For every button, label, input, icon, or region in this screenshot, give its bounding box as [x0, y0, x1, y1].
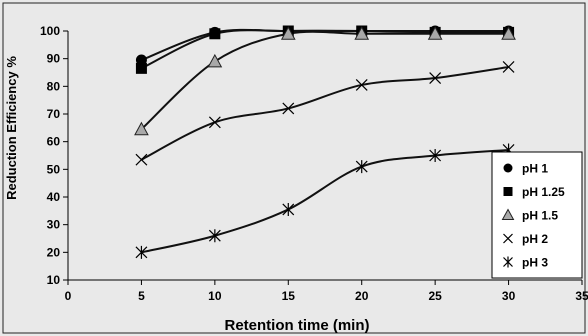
x-tick-label: 35: [575, 289, 588, 303]
fit-curve: [141, 29, 509, 70]
legend-label: pH 3: [522, 256, 548, 270]
y-axis-title: Reduction Efficiency %: [4, 56, 19, 200]
y-tick-label: 40: [47, 190, 61, 204]
data-point: [355, 160, 368, 174]
data-point: [503, 163, 513, 173]
legend: pH 1 pH 1.25 pH 1.5 pH 2 pH 3: [491, 151, 583, 279]
data-point: [135, 153, 148, 166]
data-point: [354, 26, 370, 40]
x-tick-label: 30: [502, 289, 516, 303]
fit-curve: [141, 148, 509, 254]
y-tick-label: 30: [47, 218, 61, 232]
legend-label: pH 1.5: [522, 209, 558, 223]
data-point: [282, 202, 295, 216]
x-tick-label: 20: [355, 289, 369, 303]
data-point: [134, 121, 149, 136]
data-point: [208, 229, 221, 243]
data-point: [502, 61, 515, 73]
y-tick-label: 60: [47, 135, 61, 149]
data-point: [135, 54, 147, 66]
data-point: [503, 187, 513, 196]
data-point: [427, 26, 443, 40]
data-point: [501, 26, 516, 40]
fit-curve: [140, 65, 509, 161]
y-tick-label: 80: [47, 79, 61, 93]
fit-curves: [140, 28, 509, 254]
x-tick-label: 0: [65, 289, 72, 303]
data-point: [503, 256, 513, 268]
data-point: [207, 53, 223, 68]
data-point: [135, 62, 147, 74]
y-tick-label: 90: [47, 52, 61, 66]
x-tick-label: 10: [208, 289, 222, 303]
legend-label: pH 2: [522, 232, 548, 246]
data-point: [280, 26, 296, 40]
data-point: [282, 102, 295, 115]
data-markers: [134, 25, 516, 259]
y-tick-label: 10: [47, 273, 61, 287]
legend-label: pH 1: [522, 162, 548, 176]
axes: 0 5 10 15 20 25 30 35 10 20 30 40 50 60 70 80 90 100: [40, 24, 588, 303]
y-tick-label: 100: [40, 24, 60, 38]
x-tick-label: 5: [138, 289, 145, 303]
x-axis-title: Retention time (min): [225, 317, 370, 334]
data-point: [503, 233, 513, 244]
data-point: [429, 72, 442, 84]
data-point: [429, 149, 442, 162]
data-point: [209, 28, 221, 40]
x-tick-label: 25: [428, 289, 442, 303]
data-point: [501, 208, 515, 220]
y-tick-label: 50: [47, 162, 61, 176]
y-tick-label: 70: [47, 107, 61, 121]
y-tick-label: 20: [47, 245, 61, 259]
data-point: [208, 116, 221, 129]
legend-label: pH 1.25: [522, 185, 565, 199]
data-point: [355, 79, 368, 91]
data-point: [135, 245, 148, 259]
x-tick-label: 15: [282, 289, 296, 303]
